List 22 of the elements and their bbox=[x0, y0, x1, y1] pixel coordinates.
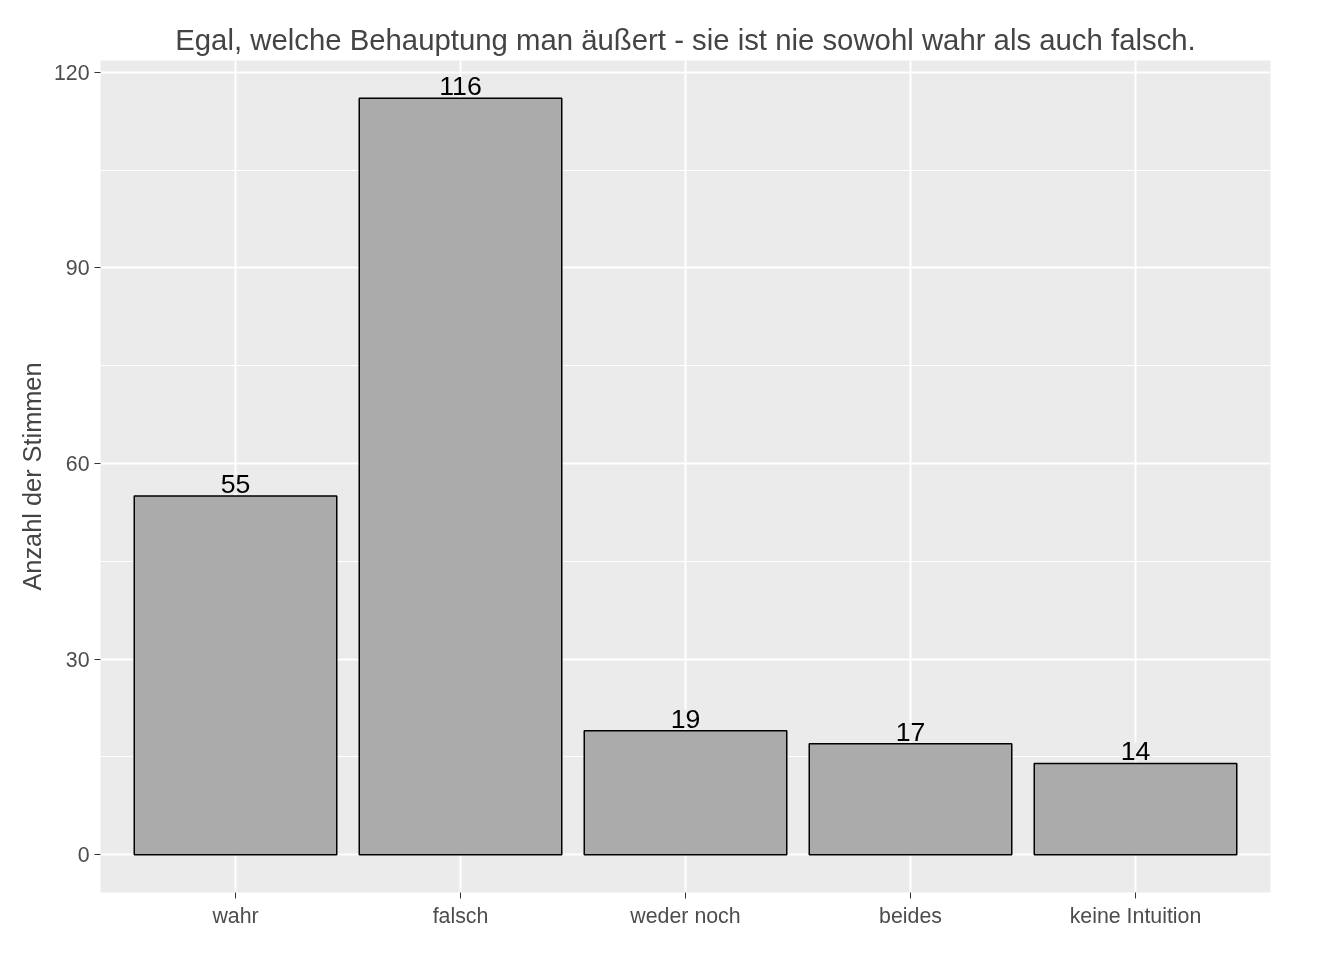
bar bbox=[808, 743, 1013, 856]
bar bbox=[1033, 762, 1238, 856]
data-label: 14 bbox=[1120, 736, 1151, 767]
chart-title: Egal, welche Behauptung man äußert - sie ist nie sowohl wahr als auch falsch. bbox=[175, 22, 1196, 56]
x-tick-label: wahr bbox=[211, 903, 259, 928]
bar bbox=[583, 730, 788, 856]
data-label: 55 bbox=[220, 469, 251, 500]
data-label: 116 bbox=[439, 71, 482, 102]
x-tick-label: falsch bbox=[432, 903, 489, 928]
x-tick-label: beides bbox=[879, 903, 942, 928]
data-label: 17 bbox=[895, 716, 926, 747]
y-tick-label: 30 bbox=[65, 647, 90, 672]
y-axis-title: Anzahl der Stimmen bbox=[17, 362, 46, 591]
x-tick-label: weder noch bbox=[629, 903, 741, 928]
data-label: 19 bbox=[670, 703, 701, 734]
bar bbox=[133, 495, 338, 856]
y-tick-label: 60 bbox=[65, 451, 90, 476]
y-tick-label: 90 bbox=[65, 256, 90, 281]
y-tick-label: 0 bbox=[77, 843, 90, 868]
y-tick-label: 120 bbox=[53, 60, 90, 85]
bar bbox=[358, 97, 563, 856]
x-tick-label: keine Intuition bbox=[1069, 903, 1202, 928]
